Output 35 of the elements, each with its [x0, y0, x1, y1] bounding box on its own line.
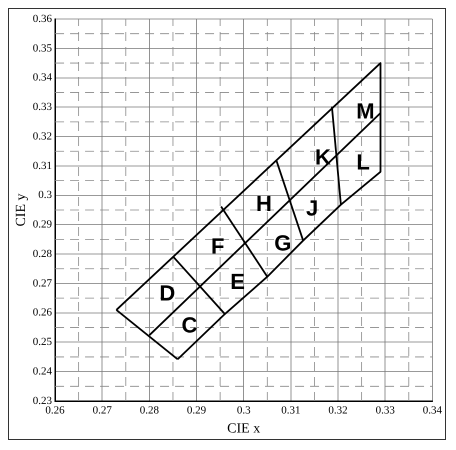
annotation: L — [356, 150, 370, 175]
y-tick-label: 0.36 — [32, 12, 53, 25]
annotation: E — [230, 268, 245, 294]
x-axis-title: CIE x — [227, 421, 260, 436]
y-tick-label: 0.26 — [32, 306, 53, 319]
y-axis-title: CIE y — [14, 193, 30, 227]
x-tick-label: 0.27 — [92, 404, 112, 416]
x-tick-label: 0.34 — [422, 404, 442, 416]
annotation: H — [256, 190, 272, 216]
y-tick-label: 0.32 — [32, 130, 52, 142]
y-tick-label: 0.29 — [32, 218, 53, 231]
y-tick-label: 0.34 — [32, 72, 53, 84]
y-tick-label: 0.3 — [38, 189, 53, 202]
annotation: G — [274, 230, 292, 256]
annotation: J — [306, 195, 318, 220]
y-tick-label: 0.31 — [32, 160, 52, 172]
x-tick-label: 0.29 — [186, 404, 207, 416]
annotation: F — [211, 234, 224, 259]
y-tick-label: 0.23 — [32, 394, 53, 407]
x-tick-label: 0.28 — [140, 404, 160, 416]
annotation: K — [315, 144, 332, 170]
y-tick-label: 0.27 — [32, 277, 53, 290]
y-tick-label: 0.25 — [32, 336, 53, 348]
x-tick-label: 0.32 — [328, 404, 348, 416]
annotation: C — [182, 312, 198, 338]
x-tick-label: 0.31 — [281, 404, 301, 416]
y-tick-label: 0.24 — [32, 366, 53, 378]
x-tick-label: 0.3 — [236, 404, 252, 416]
annotation: M — [356, 98, 375, 124]
x-tick-label: 0.33 — [376, 404, 396, 416]
y-tick-label: 0.33 — [32, 101, 53, 114]
y-tick-label: 0.28 — [32, 248, 53, 260]
y-tick-label: 0.35 — [32, 42, 53, 54]
annotation: D — [159, 280, 176, 306]
x-tick-label: 0.26 — [45, 404, 66, 416]
